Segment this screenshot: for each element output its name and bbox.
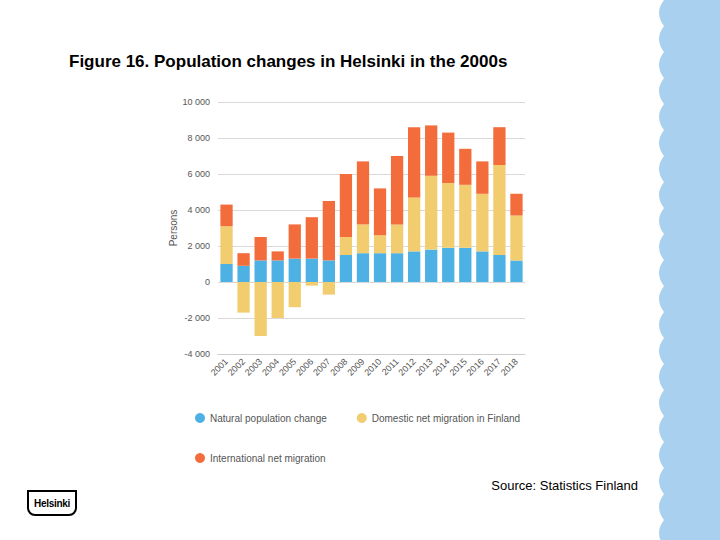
svg-text:2015: 2015	[448, 356, 469, 377]
svg-text:2003: 2003	[243, 356, 264, 377]
html-text:Helsinki: Helsinki	[34, 497, 70, 509]
html-text:Source: Statistics Finland: Source: Statistics Finland	[491, 478, 638, 493]
svg-text:2 000: 2 000	[187, 241, 210, 251]
svg-text:2002: 2002	[226, 356, 247, 377]
svg-text:2012: 2012	[396, 356, 417, 377]
svg-text:2014: 2014	[431, 356, 452, 377]
svg-text:Domestic net migration in Finl: Domestic net migration in Finland	[372, 413, 520, 424]
svg-text:2018: 2018	[499, 356, 520, 377]
svg-text:2001: 2001	[209, 356, 230, 377]
svg-text:-2 000: -2 000	[184, 313, 210, 323]
svg-text:2010: 2010	[362, 356, 383, 377]
svg-text:Figure 16. Population changes: Figure 16. Population changes in Helsink…	[69, 52, 507, 71]
svg-text:2016: 2016	[465, 356, 486, 377]
svg-text:2017: 2017	[482, 356, 503, 377]
svg-text:2005: 2005	[277, 356, 298, 377]
svg-text:2006: 2006	[294, 356, 315, 377]
svg-text:2009: 2009	[345, 356, 366, 377]
svg-text:10 000: 10 000	[182, 97, 210, 107]
svg-text:-4 000: -4 000	[184, 349, 210, 359]
svg-text:Persons: Persons	[168, 210, 179, 247]
svg-text:2004: 2004	[260, 356, 281, 377]
svg-text:6 000: 6 000	[187, 169, 210, 179]
svg-text:2011: 2011	[380, 356, 401, 377]
svg-text:2013: 2013	[414, 356, 435, 377]
svg-text:2007: 2007	[311, 356, 332, 377]
svg-text:2008: 2008	[328, 356, 349, 377]
svg-text:International net migration: International net migration	[210, 453, 326, 464]
svg-text:0: 0	[205, 277, 210, 287]
svg-text:8 000: 8 000	[187, 133, 210, 143]
svg-text:Natural population change: Natural population change	[210, 413, 327, 424]
svg-text:4 000: 4 000	[187, 205, 210, 215]
